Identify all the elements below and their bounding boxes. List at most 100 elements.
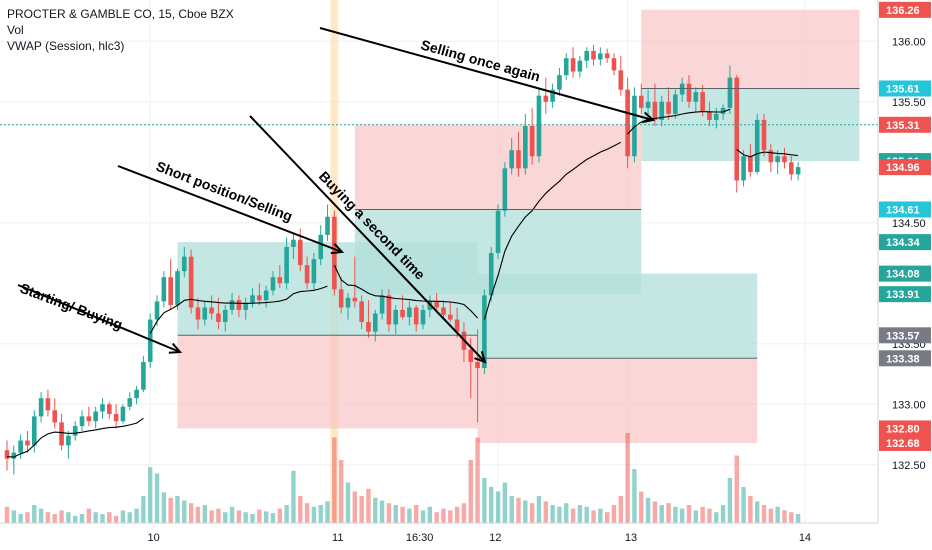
volume-bar bbox=[420, 510, 426, 523]
volume-bar bbox=[195, 506, 201, 523]
volume-bar bbox=[584, 506, 589, 523]
volume-bar bbox=[73, 515, 78, 523]
volume-bar bbox=[236, 510, 242, 523]
volume-bar bbox=[427, 506, 433, 523]
candle-body bbox=[563, 58, 569, 76]
price-tag bbox=[879, 201, 931, 218]
volume-bar bbox=[325, 501, 330, 523]
candle-body bbox=[113, 413, 119, 422]
volume-bar bbox=[263, 511, 269, 523]
volume-bar bbox=[59, 510, 64, 523]
candle-body bbox=[100, 404, 105, 412]
price-tag bbox=[879, 80, 931, 97]
volume-bar bbox=[482, 478, 487, 523]
candle-body bbox=[748, 156, 753, 172]
volume-bar bbox=[79, 514, 85, 523]
annotation-arrow bbox=[17, 284, 181, 353]
candle-body bbox=[482, 295, 487, 368]
candle-body bbox=[407, 307, 412, 318]
candle-body bbox=[659, 101, 665, 120]
volume-bar bbox=[502, 482, 508, 523]
candle-body bbox=[134, 389, 139, 399]
candle-body bbox=[379, 295, 385, 314]
volume-bar bbox=[714, 512, 719, 523]
volume-bar bbox=[188, 503, 194, 523]
volume-bar bbox=[761, 505, 767, 523]
price-tag bbox=[879, 350, 931, 367]
volume-bar bbox=[216, 508, 221, 523]
price-tag bbox=[879, 1, 931, 18]
price-tag bbox=[879, 265, 931, 282]
volume-bar bbox=[223, 512, 228, 523]
annotation-arrow bbox=[319, 27, 654, 121]
candle-body bbox=[577, 60, 583, 72]
volume-bar bbox=[168, 497, 173, 523]
candle-body bbox=[448, 314, 453, 320]
price-tag-label: 134.34 bbox=[886, 237, 921, 249]
legend-volume: Vol bbox=[7, 23, 24, 37]
candle-body bbox=[625, 89, 630, 157]
volume-bar bbox=[441, 508, 446, 523]
candle-body bbox=[604, 53, 610, 59]
annotation-arrowhead bbox=[474, 351, 487, 364]
volume-bar bbox=[154, 473, 160, 523]
annotation-arrowhead bbox=[168, 342, 183, 354]
candle-body bbox=[120, 406, 126, 422]
volume-bar bbox=[666, 503, 671, 523]
volume-bar bbox=[202, 505, 207, 523]
price-tag-label: 135.31 bbox=[886, 120, 920, 132]
candle-body bbox=[175, 271, 180, 306]
volume-bar bbox=[789, 512, 794, 523]
x-tick-label: 10 bbox=[148, 532, 160, 544]
candle-body bbox=[523, 125, 528, 169]
candle-body bbox=[277, 277, 283, 284]
candle-body bbox=[209, 307, 214, 314]
vwap-segment bbox=[333, 264, 479, 319]
volume-bar bbox=[141, 496, 146, 523]
volume-bar bbox=[38, 508, 44, 523]
volume-bar bbox=[257, 509, 262, 523]
volume-bar bbox=[768, 508, 774, 523]
volume-bar bbox=[338, 460, 344, 523]
candle-body bbox=[502, 168, 508, 211]
candle-body bbox=[31, 416, 37, 446]
volume-bar bbox=[632, 469, 637, 523]
candle-body bbox=[366, 321, 371, 332]
candle-body bbox=[161, 277, 167, 302]
candle-body bbox=[352, 297, 358, 302]
candle-body bbox=[754, 119, 760, 172]
candle-body bbox=[782, 156, 787, 163]
volume-bar bbox=[523, 500, 528, 523]
y-tick-label: 134.50 bbox=[892, 218, 926, 230]
volume-bar bbox=[550, 505, 555, 523]
candle-body bbox=[359, 301, 364, 322]
annotation-label: Starting/ Buying bbox=[18, 280, 125, 333]
candle-body bbox=[38, 398, 44, 417]
volume-bar bbox=[795, 514, 801, 523]
candle-body bbox=[495, 210, 501, 254]
volume-bar bbox=[304, 503, 310, 523]
candle-body bbox=[611, 58, 617, 71]
candle-body bbox=[734, 77, 740, 181]
price-tag bbox=[879, 116, 931, 133]
candle-body bbox=[529, 125, 535, 157]
volume-bar bbox=[127, 512, 132, 523]
x-tick-label: 14 bbox=[799, 532, 811, 544]
candle-body bbox=[707, 111, 712, 120]
price-tag-label: 133.38 bbox=[886, 353, 920, 365]
volume-bar bbox=[755, 501, 760, 523]
y-tick-label: 136.00 bbox=[892, 36, 926, 48]
volume-bar bbox=[52, 514, 57, 523]
candle-body bbox=[795, 167, 801, 175]
candle-body bbox=[297, 239, 303, 266]
candle-body bbox=[488, 253, 494, 296]
candle-body bbox=[372, 313, 378, 332]
price-tag-label: 132.68 bbox=[886, 438, 920, 450]
volume-bar bbox=[332, 437, 337, 523]
candle-body bbox=[454, 319, 460, 332]
candle-body bbox=[52, 410, 58, 423]
candle-body bbox=[434, 301, 439, 308]
volume-bar bbox=[107, 512, 112, 523]
y-tick-label: 135.50 bbox=[892, 97, 926, 109]
